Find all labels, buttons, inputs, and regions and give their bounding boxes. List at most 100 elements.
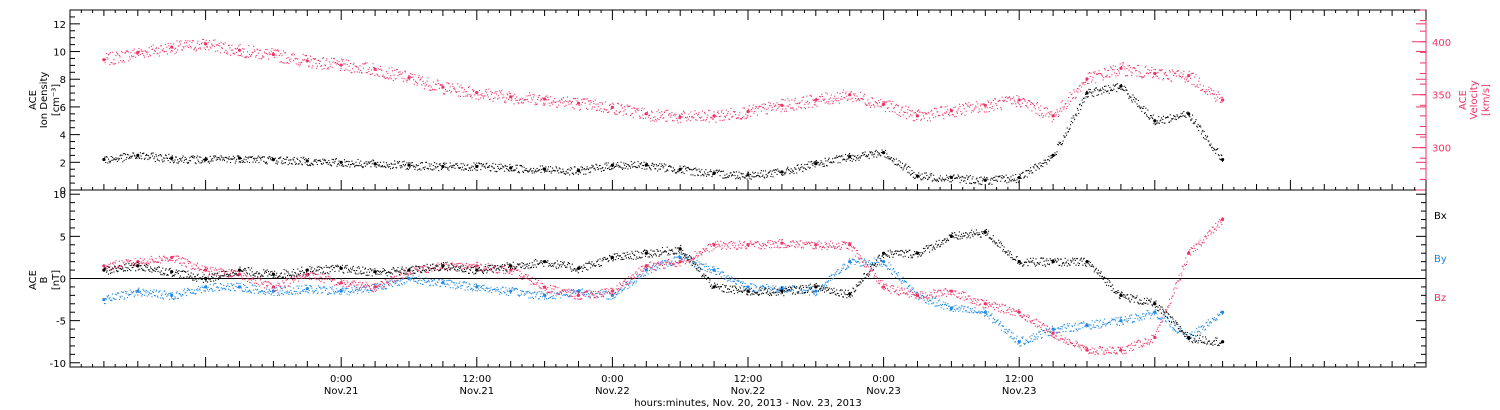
ion-density-sample (288, 159, 290, 161)
by-sample (377, 287, 379, 289)
ion-density-sample (384, 166, 386, 168)
velocity-sample (1116, 72, 1118, 75)
ion-density-sample (186, 161, 188, 163)
velocity-sample (528, 95, 530, 97)
by-sample (430, 284, 432, 286)
by-sample (278, 294, 280, 296)
velocity-sample (185, 40, 187, 42)
by-sample (318, 285, 320, 287)
density-tick-label: 10 (53, 48, 66, 59)
ion-density-sample (802, 170, 804, 172)
by-sample (312, 290, 314, 292)
ion-density-sample (975, 178, 977, 180)
by-sample (377, 282, 379, 284)
velocity-sample (404, 71, 407, 73)
ion-density-sample (759, 176, 761, 178)
ion-density-sample (522, 170, 524, 172)
by-sample (262, 291, 264, 293)
ion-density-sample (900, 166, 902, 169)
velocity-sample (619, 111, 621, 113)
ion-density-sample (119, 155, 121, 157)
ion-density-sample (615, 163, 617, 165)
x-tick-time-label: 12:00 (1005, 374, 1034, 385)
velocity-sample (693, 113, 695, 115)
velocity-sample (469, 93, 471, 96)
ion-density-sample (1032, 166, 1034, 168)
ion-density-sample (1159, 120, 1161, 122)
velocity-sample (1053, 118, 1055, 120)
ion-density-sample (937, 180, 939, 182)
ion-density-sample (451, 167, 453, 169)
velocity-sample (1193, 84, 1195, 86)
ion-density-sample (844, 159, 846, 161)
velocity-sample (242, 48, 244, 50)
ion-density-sample (215, 159, 217, 161)
ion-density-sample (636, 167, 638, 169)
ion-density-sample (683, 173, 685, 175)
ion-density-sample (845, 160, 847, 162)
by-sample (387, 281, 389, 283)
velocity-sample (943, 112, 946, 114)
velocity-sample (1128, 69, 1130, 71)
ion-density-sample (1082, 102, 1084, 104)
by-sample (588, 294, 590, 296)
velocity-sample (916, 118, 918, 120)
velocity-sample (775, 109, 777, 111)
by-sample (750, 283, 752, 285)
ion-density-sample (1037, 167, 1039, 169)
velocity-sample (738, 114, 740, 116)
velocity-sample (839, 92, 841, 94)
velocity-sample (640, 116, 642, 118)
ion-density-sample (545, 166, 547, 168)
velocity-sample (937, 111, 939, 113)
velocity-sample (320, 65, 322, 67)
ion-density-sample (1034, 163, 1036, 165)
ion-density-sample (210, 160, 212, 162)
by-sample (195, 293, 197, 295)
ion-density-sample (736, 177, 738, 179)
by-sample (713, 266, 715, 268)
ion-density-sample (640, 163, 642, 165)
by-sample (185, 295, 188, 297)
velocity-sample (598, 109, 600, 111)
velocity-sample (272, 52, 274, 54)
velocity-sample (1134, 68, 1136, 70)
ion-density-sample (724, 174, 726, 176)
velocity-sample (1167, 77, 1169, 80)
ion-density-sample (1044, 162, 1046, 164)
by-sample (251, 292, 253, 294)
velocity-sample (434, 89, 436, 91)
velocity-sample (1205, 89, 1207, 91)
ion-density-sample (166, 157, 168, 159)
ion-density-sample (741, 173, 743, 175)
velocity-sample (388, 67, 390, 69)
ion-density-sample (245, 159, 247, 161)
velocity-sample (1215, 94, 1217, 96)
velocity-sample (391, 67, 393, 69)
ion-density-sample (208, 160, 210, 162)
by-sample (503, 292, 506, 294)
by-sample (170, 292, 172, 295)
ion-density-sample (661, 163, 663, 165)
by-sample (596, 292, 598, 294)
velocity-sample (578, 104, 580, 106)
ion-density-sample (566, 172, 568, 174)
by-sample (602, 291, 604, 293)
velocity-sample (118, 62, 120, 64)
velocity-sample (208, 49, 210, 51)
by-sample (736, 280, 738, 282)
velocity-sample (667, 114, 670, 116)
velocity-sample (316, 67, 318, 69)
ion-density-sample (562, 168, 564, 170)
ion-density-sample (327, 163, 329, 165)
ion-density-sample (182, 155, 184, 157)
ion-density-sample (976, 177, 978, 179)
ion-density-sample (931, 180, 933, 182)
by-sample (246, 291, 248, 293)
velocity-sample (312, 58, 314, 60)
velocity-sample (260, 58, 262, 60)
ion-density-sample (230, 158, 232, 160)
ion-density-sample (217, 158, 219, 161)
velocity-sample (666, 120, 668, 122)
ion-density-sample (1188, 115, 1190, 117)
